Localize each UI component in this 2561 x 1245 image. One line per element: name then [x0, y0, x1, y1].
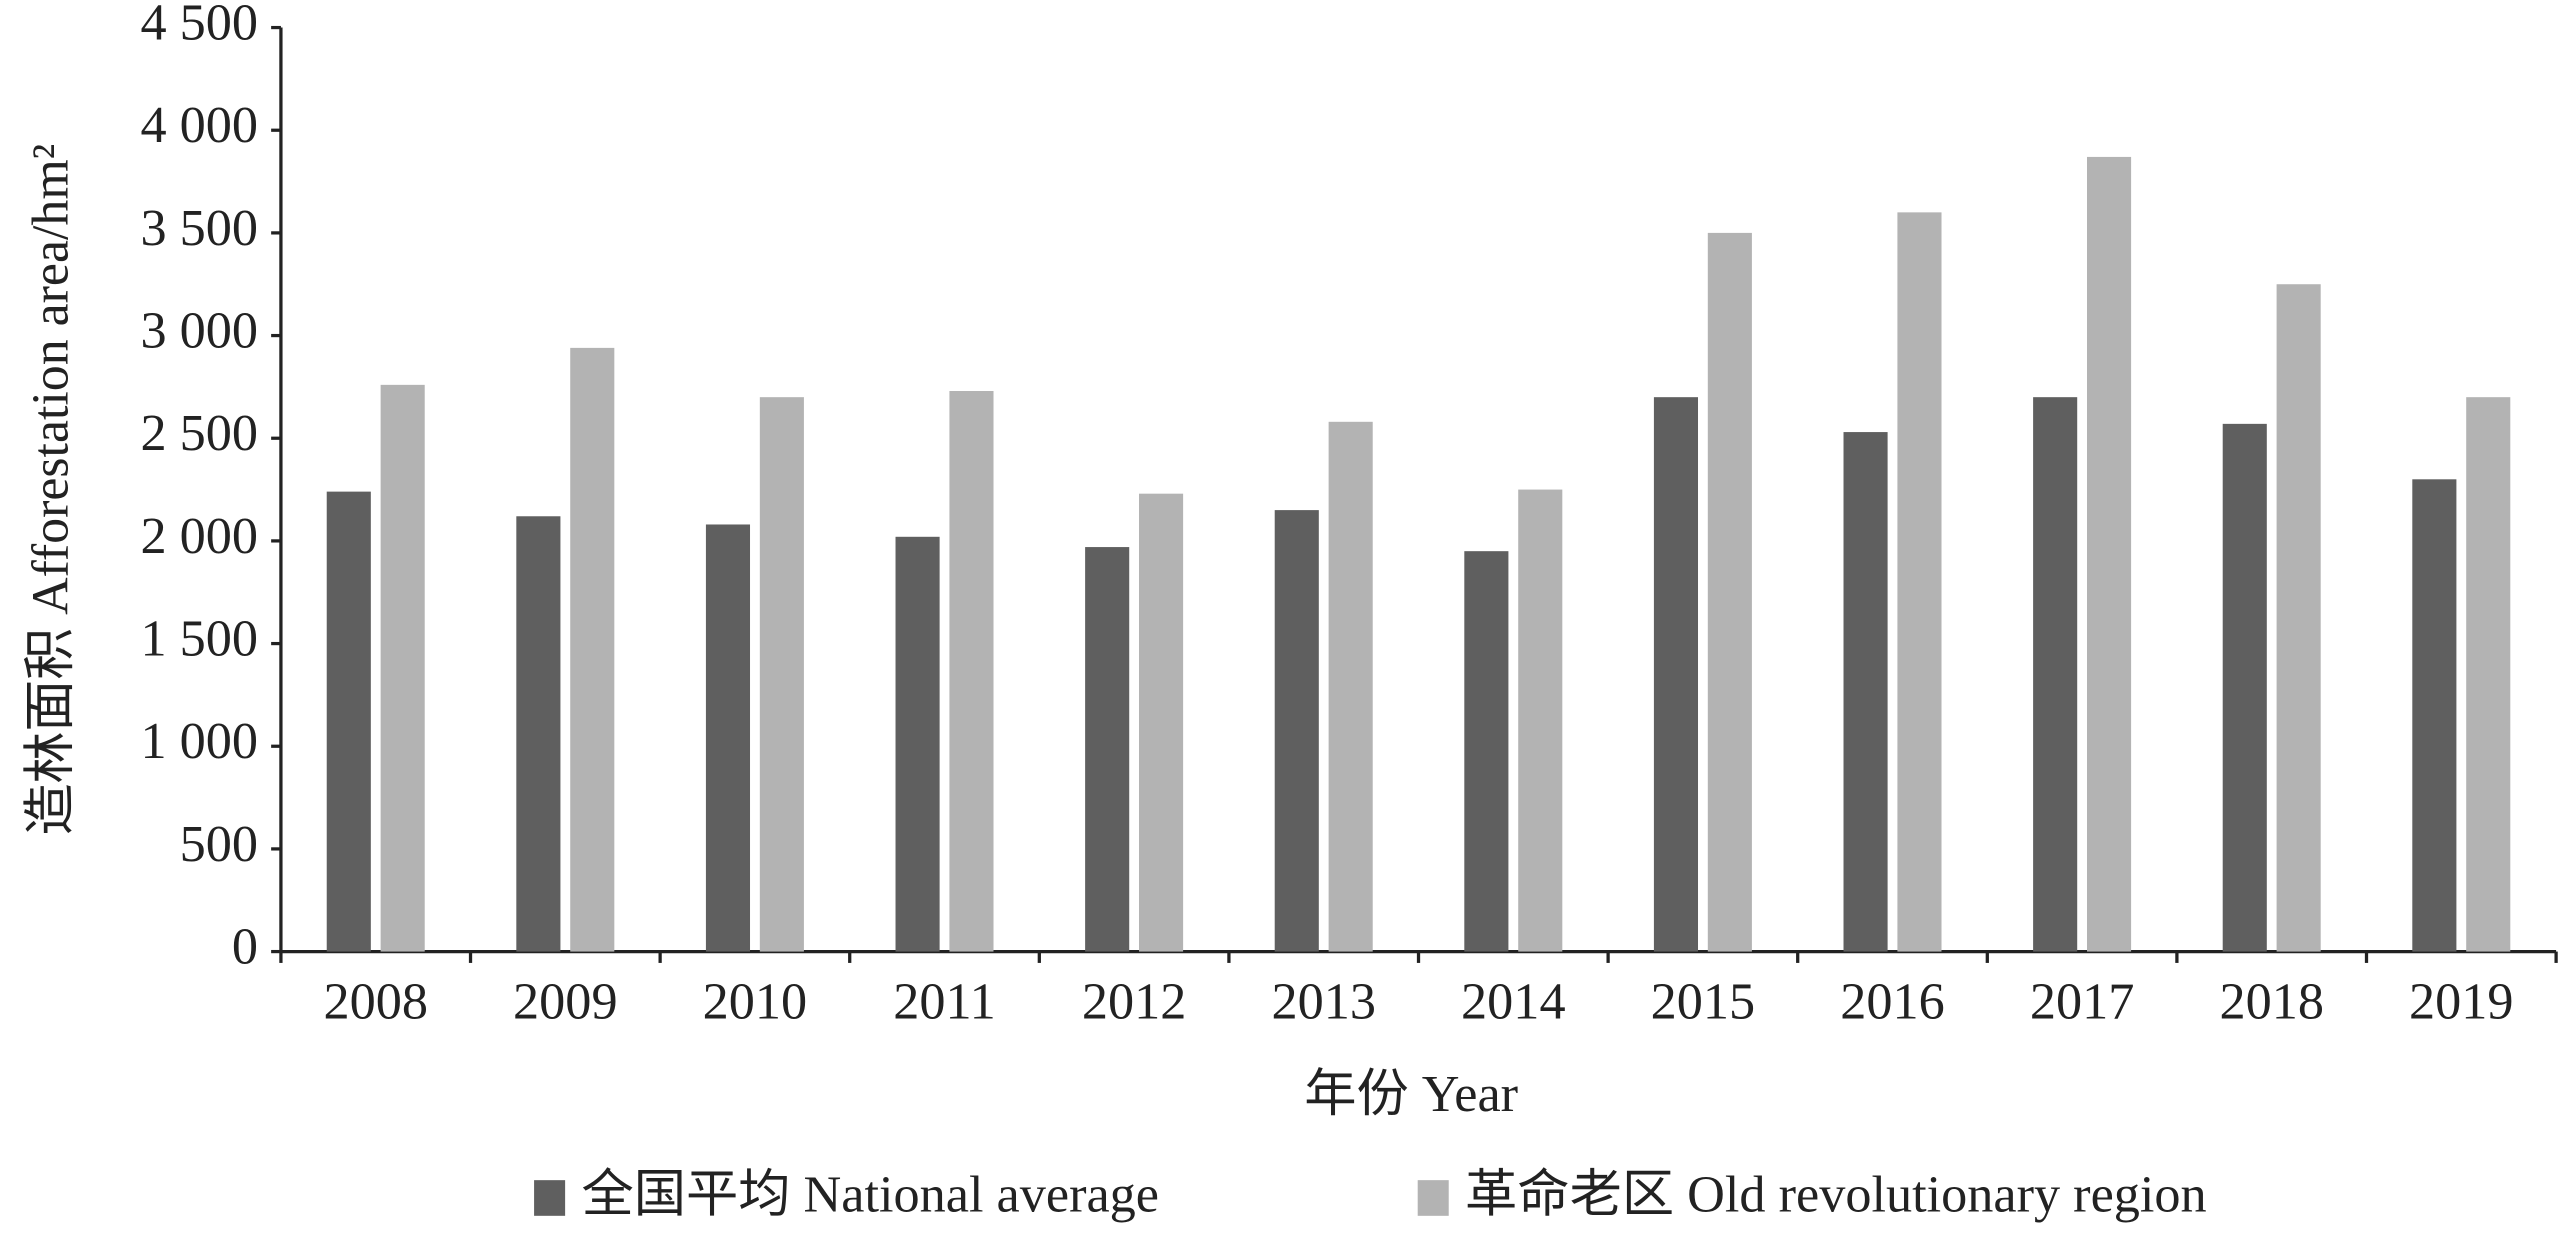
y-tick-label: 2 000: [140, 508, 258, 565]
legend-label: 全国平均 National average: [581, 1167, 1159, 1224]
bar: [2222, 423, 2267, 952]
x-tick-label: 2015: [1651, 974, 1756, 1031]
bar: [1653, 397, 1699, 952]
x-axis-title: 年份 Year: [1304, 1066, 1518, 1123]
bar: [1518, 489, 1563, 952]
legend-swatch: [1417, 1180, 1449, 1216]
x-tick-label: 2009: [513, 974, 618, 1031]
y-axis-title: 造林面积 Afforestation area/hm²: [22, 144, 79, 836]
bar: [2276, 284, 2321, 952]
bar: [1707, 232, 1752, 952]
bar: [1328, 421, 1373, 952]
x-tick-label: 2014: [1461, 974, 1566, 1031]
x-tick-label: 2018: [2219, 974, 2324, 1031]
x-tick-label: 2008: [323, 974, 428, 1031]
x-tick-label: 2010: [703, 974, 808, 1031]
x-tick-label: 2017: [2030, 974, 2135, 1031]
bar: [949, 391, 994, 952]
bar: [380, 384, 425, 952]
y-tick-label: 3 000: [140, 303, 258, 360]
x-tick-label: 2019: [2409, 974, 2514, 1031]
legend-swatch: [534, 1180, 566, 1216]
y-tick-label: 4 000: [140, 97, 258, 154]
bar: [570, 347, 615, 952]
y-tick-label: 0: [232, 919, 258, 976]
bar: [759, 397, 804, 952]
y-tick-label: 1 000: [140, 713, 258, 770]
x-tick-label: 2013: [1271, 974, 1376, 1031]
bar: [2412, 479, 2457, 952]
bar: [705, 524, 751, 952]
y-tick-label: 500: [180, 816, 258, 873]
bar: [895, 536, 940, 952]
bar: [2087, 156, 2132, 952]
y-tick-label: 1 500: [140, 611, 258, 668]
bar: [1843, 432, 1888, 952]
bar: [1085, 547, 1130, 952]
y-tick-label: 2 500: [140, 405, 258, 462]
x-tick-label: 2012: [1082, 974, 1187, 1031]
legend-label: 革命老区 Old revolutionary region: [1465, 1166, 2207, 1224]
bar: [1464, 551, 1509, 952]
bar: [2033, 397, 2078, 952]
bar: [1274, 510, 1319, 952]
bar: [1897, 212, 1942, 952]
x-tick-label: 2016: [1840, 974, 1945, 1031]
bar: [326, 491, 371, 952]
y-tick-label: 3 500: [140, 200, 258, 257]
bar: [516, 516, 561, 952]
bar: [2466, 397, 2511, 952]
x-tick-label: 2011: [893, 974, 996, 1031]
bar: [1139, 493, 1184, 952]
y-tick-label: 4 500: [140, 0, 258, 51]
